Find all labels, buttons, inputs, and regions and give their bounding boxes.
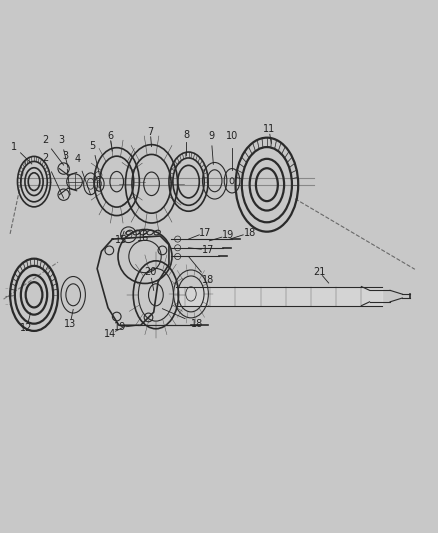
Text: 7: 7: [147, 126, 153, 136]
Text: 18: 18: [244, 228, 257, 238]
Text: 17: 17: [202, 245, 214, 255]
Text: 1: 1: [11, 142, 18, 152]
Text: 6: 6: [107, 131, 113, 141]
Text: 20: 20: [144, 266, 156, 277]
Text: 19: 19: [223, 230, 235, 240]
Text: 3: 3: [63, 150, 69, 160]
Text: 21: 21: [313, 266, 325, 277]
Text: 17: 17: [199, 228, 211, 238]
Text: 14: 14: [104, 329, 117, 339]
Text: 11: 11: [263, 124, 275, 134]
Text: 18: 18: [191, 319, 203, 329]
Text: 4: 4: [74, 154, 81, 164]
Text: 13: 13: [64, 319, 76, 329]
Text: 10: 10: [226, 131, 238, 141]
Text: 9: 9: [208, 131, 214, 141]
Text: 5: 5: [90, 141, 96, 150]
Text: 12: 12: [21, 324, 33, 333]
Text: 2: 2: [42, 135, 48, 146]
Text: 3: 3: [58, 135, 64, 146]
Text: 8: 8: [183, 130, 189, 140]
Text: 2: 2: [42, 152, 48, 163]
Text: 19: 19: [113, 322, 126, 333]
Text: 18: 18: [202, 276, 214, 286]
Text: 16: 16: [137, 233, 149, 243]
Text: 15: 15: [115, 236, 127, 245]
